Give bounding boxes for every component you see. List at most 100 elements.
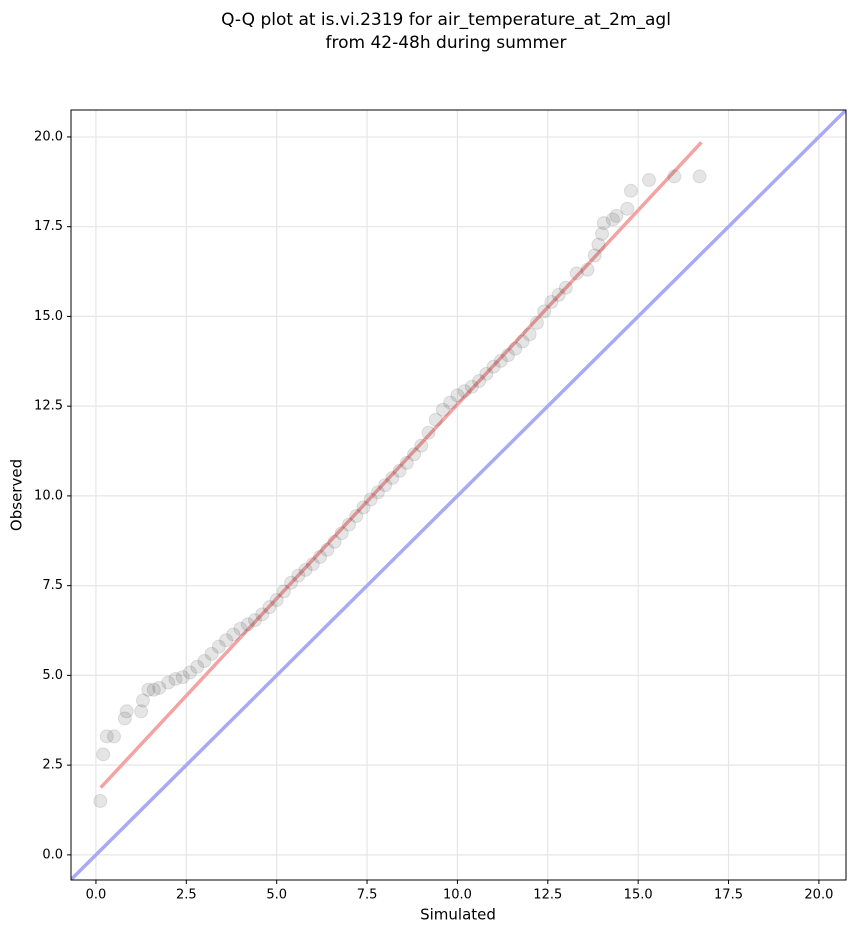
point — [117, 711, 132, 726]
point — [667, 169, 682, 184]
point — [515, 334, 530, 349]
point — [96, 747, 111, 762]
point — [443, 395, 458, 410]
point — [596, 216, 611, 231]
point — [313, 549, 328, 564]
point — [247, 613, 262, 628]
point — [334, 526, 349, 541]
chart-title: from 42-48h during summer — [326, 33, 567, 53]
point — [537, 304, 552, 319]
point — [623, 183, 638, 198]
y-tick-label: 7.5 — [42, 578, 63, 593]
point — [233, 621, 248, 636]
x-tick-label: 0.0 — [86, 888, 107, 903]
point — [392, 463, 407, 478]
y-tick-label: 15.0 — [34, 309, 63, 324]
point — [211, 639, 226, 654]
point — [414, 438, 429, 453]
point — [479, 366, 494, 381]
plot-frame — [70, 109, 847, 881]
point — [356, 500, 371, 515]
y-tick-label: 17.5 — [34, 219, 63, 234]
point — [305, 557, 320, 572]
point — [175, 670, 190, 685]
point — [182, 665, 197, 680]
point — [529, 315, 544, 330]
point — [605, 212, 620, 227]
point — [341, 517, 356, 532]
point — [320, 542, 335, 557]
point — [298, 562, 313, 577]
point — [435, 402, 450, 417]
point — [107, 729, 122, 744]
point — [421, 425, 436, 440]
point — [262, 600, 277, 615]
point — [327, 534, 342, 549]
y-axis-label: Observed — [8, 459, 26, 531]
point — [141, 682, 156, 697]
point — [551, 287, 566, 302]
point — [620, 201, 635, 216]
point — [219, 633, 234, 648]
point — [428, 412, 443, 427]
point — [269, 593, 284, 607]
x-tick-label: 15.0 — [624, 888, 653, 903]
x-tick-label: 5.0 — [266, 888, 287, 903]
point — [692, 169, 707, 184]
reference-line — [99, 141, 703, 789]
y-tick-label: 20.0 — [34, 129, 63, 144]
point — [190, 659, 205, 674]
point — [558, 280, 573, 295]
point — [255, 607, 270, 622]
point — [99, 729, 114, 744]
point — [378, 478, 393, 493]
y-tick-label: 12.5 — [34, 399, 63, 414]
y-tick-label: 2.5 — [42, 758, 63, 773]
chart-title: Q-Q plot at is.vi.2319 for air_temperatu… — [221, 10, 671, 30]
point — [591, 237, 606, 252]
point — [135, 693, 150, 708]
point — [93, 794, 108, 809]
x-tick-label: 20.0 — [804, 888, 833, 903]
y-tick-label: 0.0 — [42, 847, 63, 862]
point — [399, 455, 414, 470]
point — [457, 384, 472, 399]
point — [587, 248, 602, 263]
x-tick-label: 12.5 — [533, 888, 562, 903]
point — [472, 374, 487, 389]
point — [204, 646, 219, 661]
point — [197, 654, 212, 669]
point — [226, 627, 241, 642]
point — [508, 341, 523, 356]
x-tick-label: 17.5 — [714, 888, 743, 903]
plot-area — [71, 110, 846, 880]
point — [407, 447, 422, 462]
point — [363, 492, 378, 507]
x-axis-label: Simulated — [420, 906, 496, 924]
point — [486, 359, 501, 374]
point — [152, 680, 167, 695]
point — [276, 584, 291, 599]
point — [385, 470, 400, 485]
point — [349, 509, 364, 523]
point — [168, 671, 183, 686]
point — [609, 208, 624, 223]
point — [464, 379, 479, 394]
point — [544, 295, 559, 310]
axes: 0.0 2.5 5.0 7.5 10.0 12.5 15.0 17.5 20.0 0.0 2.5 5.… — [34, 129, 833, 902]
point — [146, 682, 161, 697]
point — [370, 485, 385, 500]
point — [284, 575, 299, 590]
point — [119, 704, 134, 719]
point — [641, 173, 656, 187]
reference-line — [71, 110, 846, 880]
point — [501, 348, 516, 363]
point — [493, 353, 508, 368]
point — [161, 675, 176, 690]
x-tick-label: 7.5 — [357, 888, 378, 903]
y-tick-label: 10.0 — [34, 488, 63, 503]
point — [240, 617, 255, 632]
point — [450, 388, 465, 403]
